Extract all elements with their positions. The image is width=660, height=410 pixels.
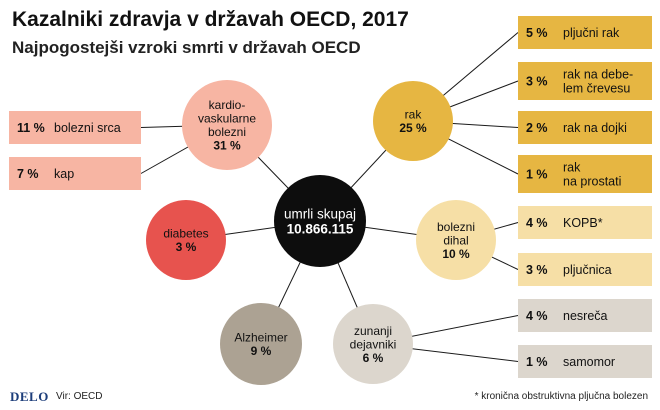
subcause-label: KOPB* [563, 216, 603, 230]
subcause-label: kap [54, 167, 74, 181]
subcause-box-4 [518, 111, 652, 144]
subcause-box-9 [518, 345, 652, 378]
cause-zunanji-label: dejavniki [350, 337, 397, 351]
cause-rak-label: rak [405, 108, 423, 122]
subcause-label: lem črevesu [563, 81, 630, 95]
subcause-label: rak na dojki [563, 121, 627, 135]
subcause-box-5 [518, 155, 652, 193]
subcause-box-3 [518, 62, 652, 100]
subcause-percent: 3 % [526, 263, 548, 277]
cause-dihal-label: 10 % [442, 247, 470, 261]
subcause-percent: 5 % [526, 26, 548, 40]
total-deaths-circle [274, 175, 366, 267]
subcause-box-7 [518, 253, 652, 286]
cause-zunanji-circle [333, 304, 413, 384]
subcause-percent: 1 % [526, 355, 548, 369]
cause-kardio-label: 31 % [213, 138, 241, 152]
cause-kardio-circle [182, 80, 272, 170]
cause-kardio-label: kardio- [209, 98, 246, 112]
subcause-label: pljučnica [563, 263, 612, 277]
subcause-percent: 7 % [17, 167, 39, 181]
subcause-box-8 [518, 299, 652, 332]
subcause-box-6 [518, 206, 652, 239]
delo-logo: DELO [10, 389, 49, 404]
subcause-label: nesreča [563, 309, 608, 323]
page-subtitle: Najpogostejši vzroki smrti v državah OEC… [12, 38, 361, 57]
subcause-box-2 [518, 16, 652, 49]
footnote: * kronična obstruktivna pljučna bolezen [474, 391, 648, 402]
page-title: Kazalniki zdravja v državah OECD, 2017 [12, 8, 409, 31]
subcause-percent: 3 % [526, 75, 548, 89]
subcause-label: rak [563, 161, 581, 175]
cause-alzheimer-label: 9 % [251, 344, 272, 358]
subcause-label: na prostati [563, 174, 621, 188]
cause-diabetes-label: 3 % [176, 240, 197, 254]
subcause-box-0 [9, 111, 141, 144]
subcause-label: bolezni srca [54, 121, 121, 135]
cause-diabetes-label: diabetes [163, 227, 208, 241]
total-deaths-label: umrli skupaj [284, 206, 356, 221]
subcause-box-1 [9, 157, 141, 190]
cause-alzheimer-label: Alzheimer [234, 331, 287, 345]
source-note: Vir: OECD [56, 391, 103, 402]
cause-dihal-label: dihal [443, 233, 468, 247]
subcause-percent: 11 % [17, 121, 45, 135]
cause-alzheimer-circle [220, 303, 302, 385]
cause-kardio-label: vaskularne [198, 112, 256, 126]
cause-zunanji-label: 6 % [363, 351, 384, 365]
cause-kardio-label: bolezni [208, 125, 246, 139]
subcause-label: samomor [563, 355, 615, 369]
subcause-percent: 2 % [526, 121, 548, 135]
total-deaths-label: 10.866.115 [287, 221, 354, 236]
cause-zunanji-label: zunanji [354, 324, 392, 338]
subcause-label: pljučni rak [563, 26, 620, 40]
subcause-boxes: 11 % bolezni srca 7 % kap 5 % pljučni rak 3 % r… [9, 16, 652, 378]
cause-dihal-label: bolezni [437, 220, 475, 234]
cause-rak-circle [373, 81, 453, 161]
subcause-percent: 4 % [526, 216, 548, 230]
cause-dihal-circle [416, 200, 496, 280]
cause-diabetes-circle [146, 200, 226, 280]
cause-nodes: umrli skupaj10.866.115kardio-vaskularneb… [146, 80, 496, 385]
subcause-percent: 4 % [526, 309, 548, 323]
subcause-label: rak na debe- [563, 68, 633, 82]
subcause-percent: 1 % [526, 168, 548, 182]
cause-rak-label: 25 % [399, 121, 427, 135]
